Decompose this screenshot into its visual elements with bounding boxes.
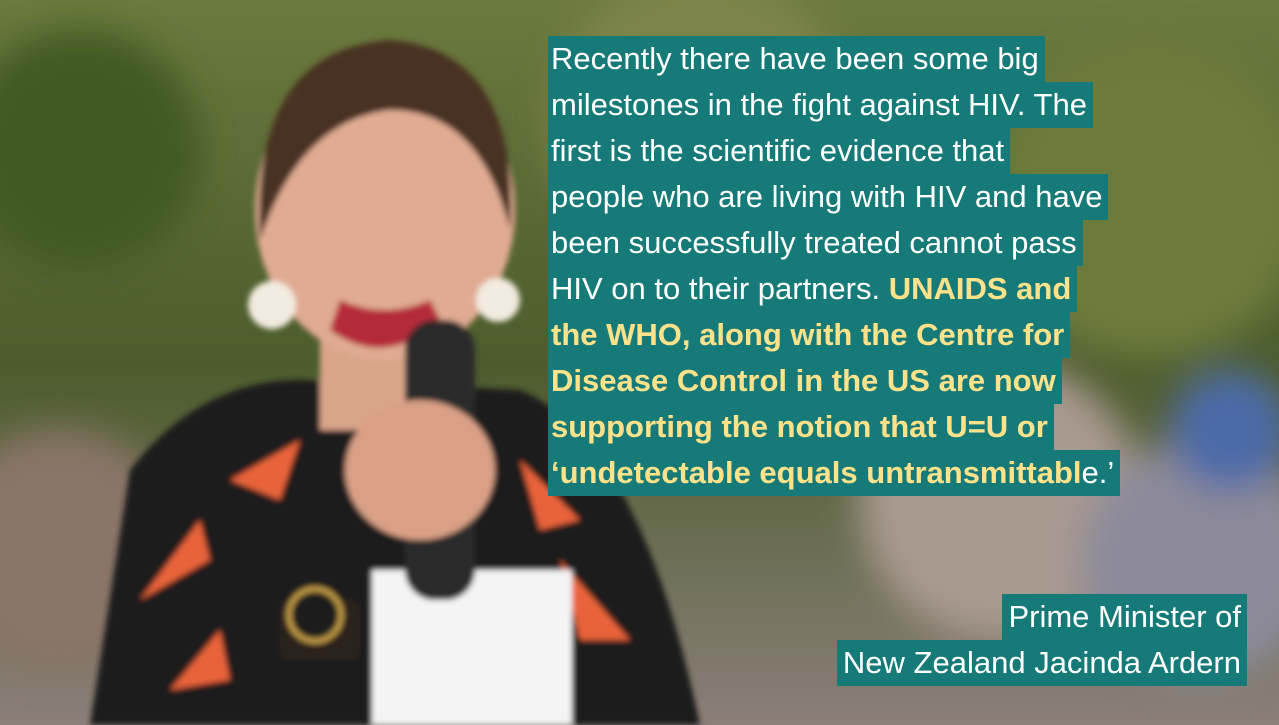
quote-line: first is the scientific evidence that <box>548 128 1010 174</box>
quote-text: e.’ <box>1082 455 1115 490</box>
quote-line: Disease Control in the US are now <box>548 358 1062 404</box>
quote-emphasis: ‘undetectable equals untransmittabl <box>551 455 1082 490</box>
quote-emphasis: supporting the notion that U=U or <box>551 409 1048 444</box>
quote-line: milestones in the fight against HIV. The <box>548 82 1093 128</box>
quote-text: HIV on to their partners. <box>551 271 889 306</box>
quote-line: the WHO, along with the Centre for <box>548 312 1070 358</box>
quote-line: ‘undetectable equals untransmittable.’ <box>548 450 1120 496</box>
quote-emphasis: Disease Control in the US are now <box>551 363 1056 398</box>
quote-text: first is the scientific evidence that <box>551 133 1004 168</box>
quote-line: HIV on to their partners. UNAIDS and <box>548 266 1077 312</box>
quote-text: Recently there have been some big <box>551 41 1039 76</box>
quote-emphasis: UNAIDS and <box>889 271 1072 306</box>
quote-line: supporting the notion that U=U or <box>548 404 1054 450</box>
quote-text: people who are living with HIV and have <box>551 179 1102 214</box>
quote-line: people who are living with HIV and have <box>548 174 1108 220</box>
quote-text: milestones in the fight against HIV. The <box>551 87 1087 122</box>
quote-line: been successfully treated cannot pass <box>548 220 1083 266</box>
quote-line: Recently there have been some big <box>548 36 1045 82</box>
attribution-line: New Zealand Jacinda Ardern <box>837 640 1247 686</box>
quote-text: been successfully treated cannot pass <box>551 225 1077 260</box>
attribution-line: Prime Minister of <box>1002 594 1247 640</box>
quote: Recently there have been some big milesto… <box>548 36 1120 496</box>
quote-emphasis: the WHO, along with the Centre for <box>551 317 1064 352</box>
quote-graphic: Recently there have been some big milesto… <box>0 0 1279 725</box>
